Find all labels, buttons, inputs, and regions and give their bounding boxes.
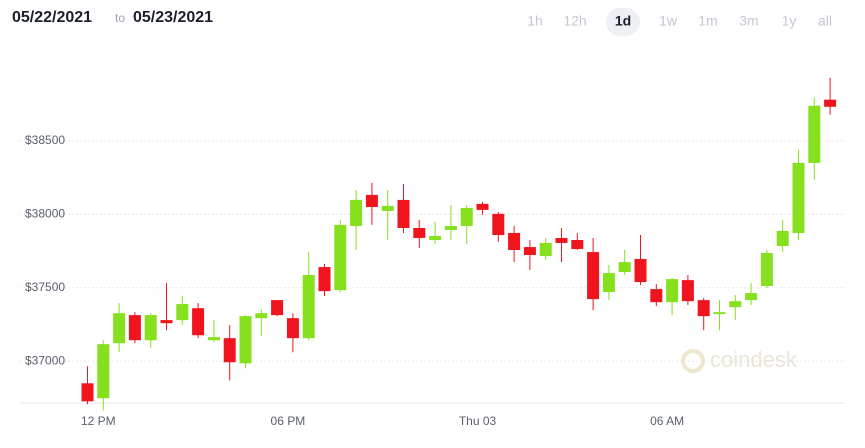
- candle-body: [539, 242, 552, 257]
- y-tick-label: $37000: [25, 353, 65, 367]
- candle-body: [350, 199, 363, 226]
- candle-body: [508, 232, 521, 251]
- candle-body: [681, 280, 694, 302]
- candle-body: [413, 227, 426, 238]
- candle-body: [223, 338, 236, 363]
- candle-body: [429, 236, 442, 241]
- candle-body: [571, 240, 584, 249]
- watermark: coindesk: [710, 347, 798, 372]
- candle-body: [523, 247, 536, 256]
- candle-body: [160, 320, 173, 324]
- candle-body: [128, 315, 141, 341]
- date-until: 05/23/2021: [133, 9, 213, 26]
- range-button[interactable]: 12h: [563, 13, 586, 29]
- x-tick-label: 12 PM: [81, 414, 116, 428]
- x-tick-label: Thu 03: [459, 414, 497, 428]
- candle-body: [460, 207, 473, 226]
- y-tick-label: $38500: [25, 133, 65, 147]
- candle-body: [587, 252, 600, 300]
- candle-body: [334, 224, 347, 291]
- range-button[interactable]: 1d: [615, 13, 631, 29]
- candle-body: [776, 230, 789, 247]
- candle-body: [476, 203, 489, 210]
- candle-body: [365, 194, 378, 207]
- candle-body: [760, 252, 773, 287]
- candle-body: [81, 383, 94, 402]
- candle-body: [381, 205, 394, 211]
- candle-body: [239, 316, 252, 364]
- candle-body: [397, 199, 410, 228]
- candle-body: [666, 279, 679, 303]
- candle-body: [713, 312, 726, 315]
- range-button[interactable]: 1h: [527, 13, 543, 29]
- candle-body: [492, 213, 505, 236]
- candle-body: [555, 237, 568, 243]
- candle-body: [729, 301, 742, 308]
- x-tick-label: 06 PM: [271, 414, 306, 428]
- date-from: 05/22/2021: [12, 9, 92, 26]
- candle-body: [697, 300, 710, 317]
- x-tick-label: 06 AM: [650, 414, 684, 428]
- candle-body: [286, 318, 299, 339]
- candle-body: [792, 162, 805, 233]
- watermark-logo: coindesk: [681, 347, 798, 373]
- candle-body: [745, 293, 758, 301]
- candle-body: [176, 304, 189, 321]
- candle-body: [192, 308, 205, 336]
- candle-body: [97, 344, 110, 399]
- candle-body: [113, 313, 126, 344]
- range-button[interactable]: all: [818, 13, 832, 29]
- candle-body: [271, 300, 284, 316]
- y-tick-label: $38000: [25, 206, 65, 220]
- candle-body: [824, 99, 837, 107]
- candle-body: [302, 274, 315, 339]
- range-button[interactable]: 1w: [659, 13, 678, 29]
- candle-body: [255, 313, 268, 319]
- range-button[interactable]: 1m: [698, 13, 717, 29]
- range-active-bg: [606, 8, 640, 36]
- candle-body: [634, 258, 647, 283]
- candle-body: [318, 267, 331, 292]
- y-tick-label: $37500: [25, 280, 65, 294]
- date-separator: to: [115, 11, 125, 25]
- candle-body: [444, 225, 457, 231]
- candle-body: [618, 262, 631, 273]
- range-button[interactable]: 1y: [782, 13, 797, 29]
- candle-body: [144, 315, 157, 341]
- candle-body: [650, 289, 663, 303]
- candle-body: [602, 273, 615, 293]
- range-button[interactable]: 3m: [739, 13, 758, 29]
- candle-body: [808, 105, 821, 163]
- candle-body: [207, 337, 220, 341]
